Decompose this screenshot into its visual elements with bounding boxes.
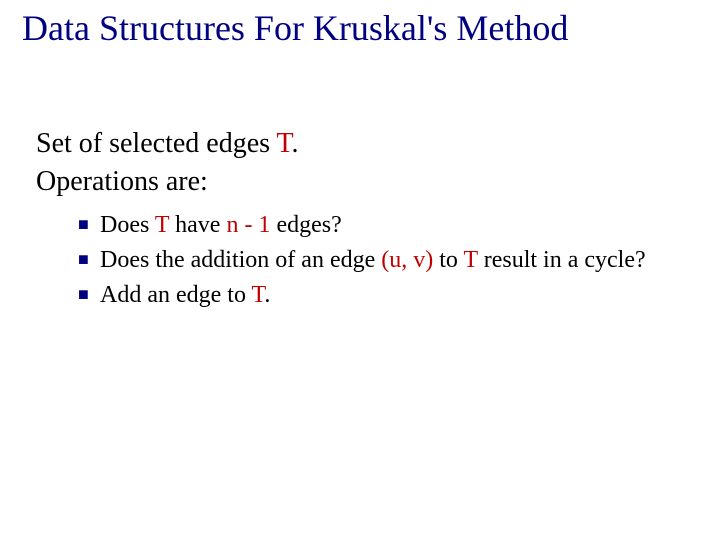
bullet-pre: Add an edge to bbox=[100, 282, 252, 308]
slide: Data Structures For Kruskal's Method Set… bbox=[0, 0, 720, 540]
bullet-pre: Does the addition of an edge bbox=[100, 247, 381, 273]
bullet-post: edges? bbox=[270, 212, 341, 238]
bullet-T: T bbox=[252, 282, 265, 308]
bullet-item: ■ Does T have n - 1 edges? bbox=[78, 210, 684, 241]
lead-suffix: . bbox=[292, 128, 299, 159]
bullet-item: ■ Does the addition of an edge (u, v) to… bbox=[78, 245, 684, 276]
bullet-post: . bbox=[264, 282, 270, 308]
bullet-mid: have bbox=[169, 212, 226, 238]
bullet-mid: to bbox=[433, 247, 463, 273]
bullet-expr: n - 1 bbox=[226, 212, 270, 238]
square-bullet-icon: ■ bbox=[78, 210, 100, 239]
lead-T: T bbox=[277, 128, 292, 159]
bullet-expr: (u, v) bbox=[381, 247, 433, 273]
square-bullet-icon: ■ bbox=[78, 245, 100, 274]
bullet-T: T bbox=[155, 212, 169, 238]
bullet-text: Does the addition of an edge (u, v) to T… bbox=[100, 245, 684, 276]
bullet-list: ■ Does T have n - 1 edges? ■ Does the ad… bbox=[36, 210, 684, 312]
square-bullet-icon: ■ bbox=[78, 280, 100, 309]
bullet-item: ■ Add an edge to T. bbox=[78, 280, 684, 311]
lead-prefix: Set of selected edges bbox=[36, 128, 277, 159]
bullet-text: Does T have n - 1 edges? bbox=[100, 210, 684, 241]
bullet-T: T bbox=[463, 247, 477, 273]
slide-body: Set of selected edges T. Operations are:… bbox=[36, 126, 684, 315]
lead-line-2: Operations are: bbox=[36, 164, 684, 200]
bullet-text: Add an edge to T. bbox=[100, 280, 684, 311]
slide-title: Data Structures For Kruskal's Method bbox=[22, 8, 710, 49]
bullet-pre: Does bbox=[100, 212, 155, 238]
bullet-post: result in a cycle? bbox=[478, 247, 646, 273]
lead-line-1: Set of selected edges T. bbox=[36, 126, 684, 162]
